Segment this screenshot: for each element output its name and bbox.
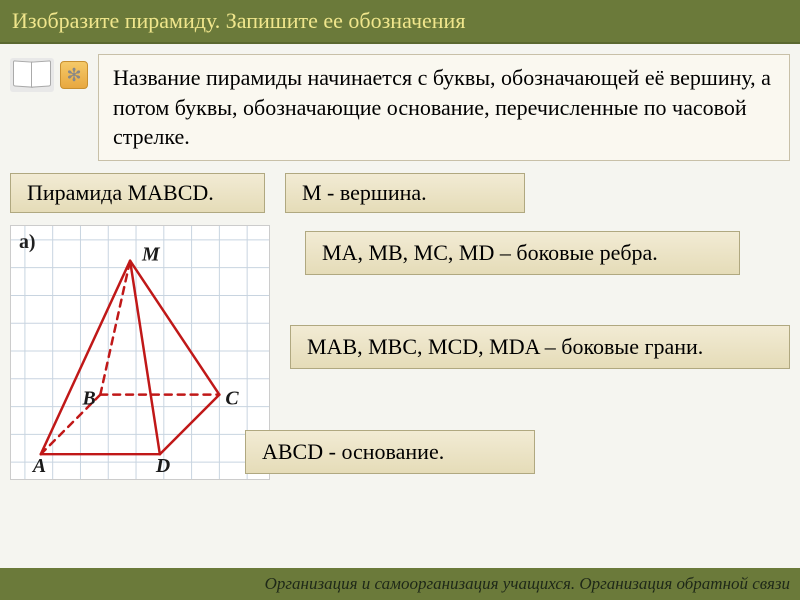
pyramid-diagram: a) A D C B M — [10, 225, 270, 480]
icon-group: ✻ — [10, 54, 88, 92]
svg-text:B: B — [81, 388, 95, 410]
gear-icon: ✻ — [60, 61, 88, 89]
book-icon — [10, 58, 54, 92]
base-label: ABCD - основание. — [245, 430, 535, 474]
svg-text:C: C — [225, 388, 239, 410]
content-area: Пирамида MABCD. M - вершина. a) A D C B M MA,… — [0, 161, 800, 545]
edges-label: MA, MB, MC, MD – боковые ребра. — [305, 231, 740, 275]
footer-text: Организация и самоорганизация учащихся. … — [0, 568, 800, 600]
faces-label: MAB, MBC, MCD, MDA – боковые грани. — [290, 325, 790, 369]
labels-row-1: Пирамида MABCD. M - вершина. — [10, 173, 790, 213]
svg-text:D: D — [155, 455, 170, 477]
svg-text:M: M — [141, 244, 161, 266]
apex-label: M - вершина. — [285, 173, 525, 213]
description-row: ✻ Название пирамиды начинается с буквы, … — [0, 44, 800, 161]
description-text: Название пирамиды начинается с буквы, об… — [98, 54, 790, 161]
slide-title: Изобразите пирамиду. Запишите ее обознач… — [0, 0, 800, 44]
pyramid-name-label: Пирамида MABCD. — [10, 173, 265, 213]
svg-text:A: A — [31, 455, 46, 477]
lower-area: a)ADCBM MA, MB, MC, MD – боковые ребра. … — [10, 225, 790, 545]
svg-text:a): a) — [19, 231, 36, 253]
